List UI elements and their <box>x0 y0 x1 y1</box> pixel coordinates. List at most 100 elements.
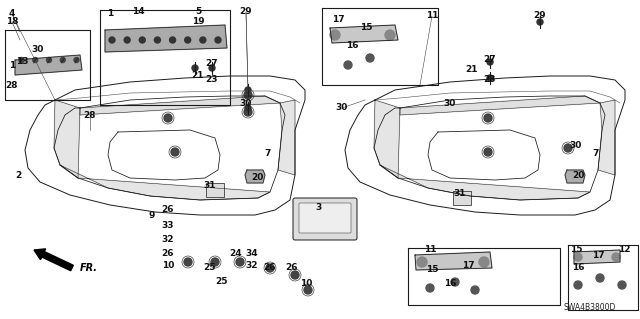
Circle shape <box>417 257 427 267</box>
Polygon shape <box>574 250 620 264</box>
Circle shape <box>209 65 215 71</box>
FancyBboxPatch shape <box>206 183 224 197</box>
Text: 25: 25 <box>216 277 228 286</box>
Polygon shape <box>400 96 600 115</box>
Polygon shape <box>330 25 398 43</box>
Text: 7: 7 <box>593 149 599 158</box>
Circle shape <box>244 91 252 99</box>
Circle shape <box>33 57 38 63</box>
Text: 26: 26 <box>285 263 298 272</box>
Text: 4: 4 <box>9 10 15 19</box>
Circle shape <box>245 105 251 111</box>
FancyBboxPatch shape <box>293 198 357 240</box>
FancyArrow shape <box>34 249 74 271</box>
Circle shape <box>330 30 340 40</box>
Circle shape <box>479 257 489 267</box>
Text: 25: 25 <box>204 263 216 272</box>
Circle shape <box>451 278 459 286</box>
Text: 32: 32 <box>246 262 259 271</box>
Text: 23: 23 <box>484 76 496 85</box>
Text: 26: 26 <box>162 249 174 258</box>
Circle shape <box>171 148 179 156</box>
Text: 3: 3 <box>315 204 321 212</box>
Circle shape <box>140 37 145 43</box>
FancyBboxPatch shape <box>453 191 471 205</box>
Text: 27: 27 <box>205 58 218 68</box>
Circle shape <box>109 37 115 43</box>
Text: FR.: FR. <box>80 263 98 273</box>
Text: 21: 21 <box>192 70 204 79</box>
Text: 18: 18 <box>6 18 19 26</box>
Text: SWA4B3800D: SWA4B3800D <box>564 303 616 313</box>
Circle shape <box>564 144 572 152</box>
Text: 14: 14 <box>132 8 144 17</box>
Polygon shape <box>54 100 80 178</box>
Text: 15: 15 <box>426 265 438 275</box>
Circle shape <box>487 59 493 65</box>
Circle shape <box>537 19 543 25</box>
Polygon shape <box>245 170 265 183</box>
Polygon shape <box>598 100 615 175</box>
Circle shape <box>185 37 191 43</box>
Circle shape <box>291 271 299 279</box>
Text: 28: 28 <box>6 80 19 90</box>
Text: 12: 12 <box>618 246 630 255</box>
Circle shape <box>574 281 582 289</box>
Circle shape <box>60 57 65 63</box>
Circle shape <box>154 37 161 43</box>
Text: 1: 1 <box>107 10 113 19</box>
Text: 31: 31 <box>204 182 216 190</box>
Circle shape <box>612 253 620 261</box>
Text: 20: 20 <box>572 172 584 181</box>
Text: 2: 2 <box>15 170 21 180</box>
Text: 20: 20 <box>251 174 263 182</box>
Circle shape <box>215 37 221 43</box>
Circle shape <box>618 281 626 289</box>
Text: 30: 30 <box>32 46 44 55</box>
Text: 7: 7 <box>265 149 271 158</box>
Circle shape <box>192 65 198 71</box>
Circle shape <box>200 37 206 43</box>
Text: 15: 15 <box>360 24 372 33</box>
Circle shape <box>471 286 479 294</box>
Circle shape <box>574 253 582 261</box>
Text: 26: 26 <box>264 263 276 272</box>
Circle shape <box>484 148 492 156</box>
Text: 23: 23 <box>205 76 218 85</box>
Circle shape <box>245 87 251 93</box>
Text: 34: 34 <box>246 249 259 258</box>
Text: 19: 19 <box>192 18 204 26</box>
Circle shape <box>426 284 434 292</box>
Text: 28: 28 <box>84 110 96 120</box>
Text: 32: 32 <box>162 235 174 244</box>
Text: 10: 10 <box>162 262 174 271</box>
Text: 1: 1 <box>9 61 15 70</box>
Text: 30: 30 <box>240 100 252 108</box>
Text: 15: 15 <box>570 246 582 255</box>
Circle shape <box>164 114 172 122</box>
Text: 5: 5 <box>195 8 201 17</box>
Circle shape <box>170 37 175 43</box>
Circle shape <box>484 114 492 122</box>
Text: 24: 24 <box>230 249 243 258</box>
Text: 29: 29 <box>534 11 547 20</box>
Polygon shape <box>415 252 492 270</box>
Text: 30: 30 <box>336 103 348 113</box>
Text: 27: 27 <box>484 56 496 64</box>
FancyBboxPatch shape <box>299 203 351 233</box>
Circle shape <box>19 57 24 63</box>
Text: 29: 29 <box>240 8 252 17</box>
Text: 30: 30 <box>444 99 456 108</box>
Text: 11: 11 <box>424 246 436 255</box>
Text: 21: 21 <box>466 65 478 75</box>
Circle shape <box>487 75 493 81</box>
Circle shape <box>74 57 79 63</box>
Text: 31: 31 <box>454 189 467 198</box>
Text: 11: 11 <box>426 11 438 20</box>
Text: 13: 13 <box>16 57 28 66</box>
Text: 17: 17 <box>461 262 474 271</box>
Text: 9: 9 <box>149 211 155 220</box>
Polygon shape <box>565 170 585 183</box>
Circle shape <box>184 258 192 266</box>
Polygon shape <box>374 100 400 178</box>
